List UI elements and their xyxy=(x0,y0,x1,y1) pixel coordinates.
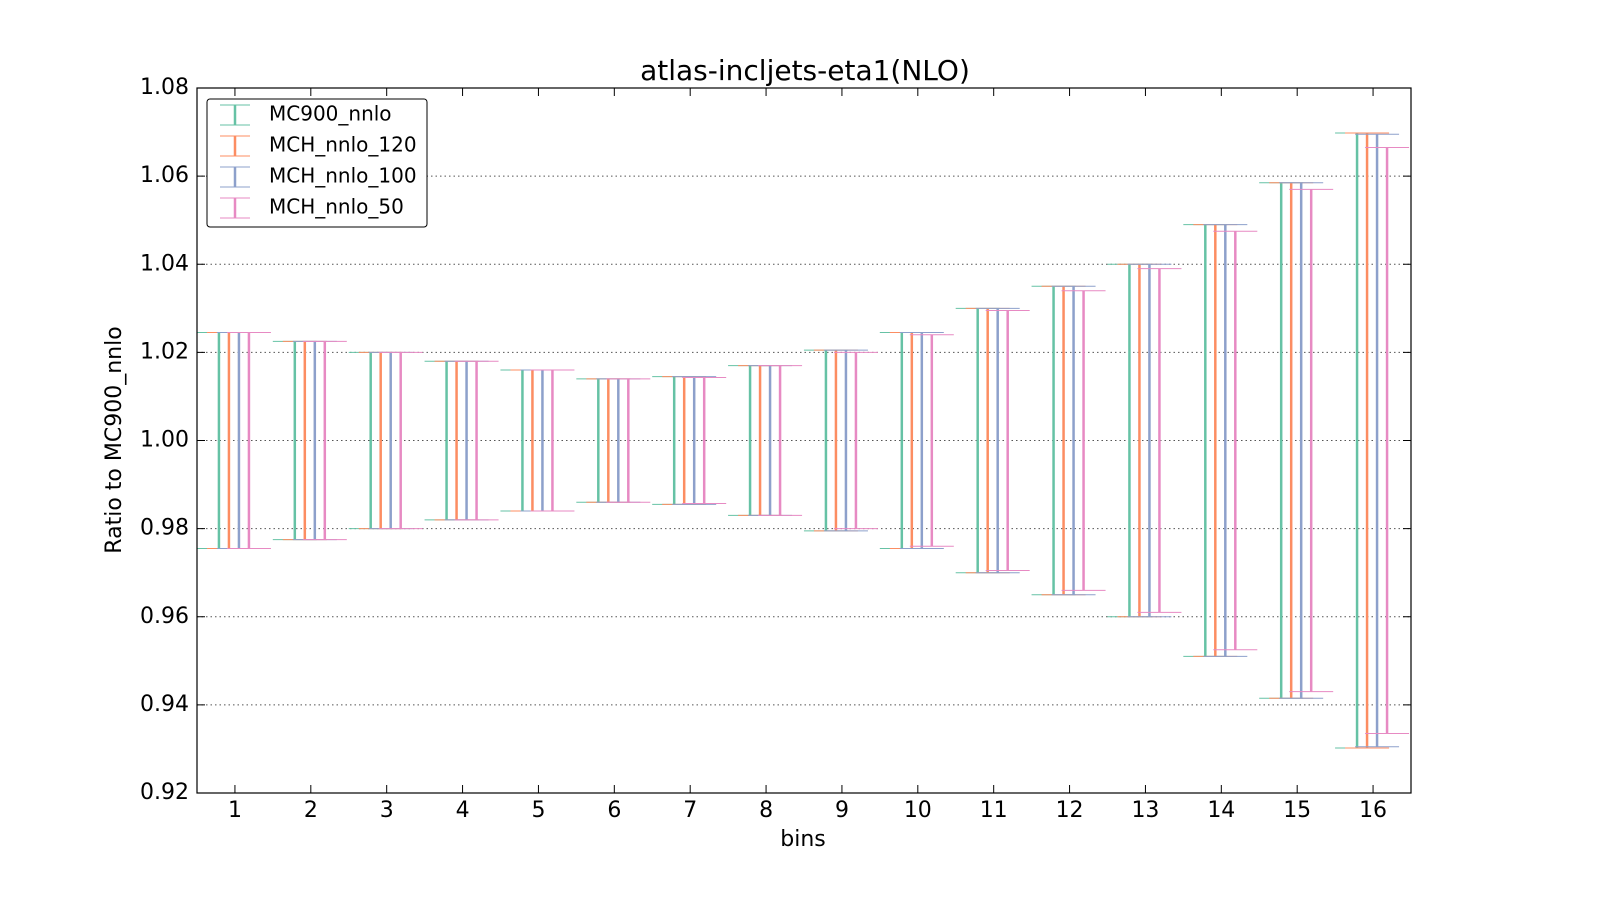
x-tick-label: 6 xyxy=(607,798,621,823)
x-tick-label: 10 xyxy=(904,798,932,823)
legend-label: MCH_nnlo_120 xyxy=(269,133,417,157)
y-tick-label: 1.00 xyxy=(140,428,189,453)
y-tick-label: 1.02 xyxy=(140,339,189,364)
legend-box xyxy=(206,98,428,228)
x-tick-label: 4 xyxy=(456,798,470,823)
legend-label: MC900_nnlo xyxy=(269,102,392,126)
x-tick-label: 9 xyxy=(835,798,849,823)
y-tick-label: 0.96 xyxy=(140,604,189,629)
y-tick-label: 1.04 xyxy=(140,251,189,276)
x-tick-label: 3 xyxy=(380,798,394,823)
x-tick-label: 15 xyxy=(1283,798,1311,823)
x-tick-label: 2 xyxy=(304,798,318,823)
x-tick-label: 5 xyxy=(531,798,545,823)
x-tick-label: 1 xyxy=(228,798,242,823)
y-tick-label: 1.06 xyxy=(140,163,189,188)
x-axis-label: bins xyxy=(780,827,825,852)
legend-label: MCH_nnlo_100 xyxy=(269,164,417,188)
y-tick-label: 1.08 xyxy=(140,75,189,100)
plot-frame xyxy=(196,87,1412,794)
x-tick-label: 7 xyxy=(683,798,697,823)
chart-title: atlas-incljets-eta1(NLO) xyxy=(640,54,970,87)
y-tick-label: 0.92 xyxy=(140,780,189,805)
y-tick-label: 0.98 xyxy=(140,516,189,541)
x-tick-label: 14 xyxy=(1207,798,1235,823)
x-tick-label: 13 xyxy=(1131,798,1159,823)
x-tick-label: 11 xyxy=(980,798,1008,823)
y-tick-label: 0.94 xyxy=(140,692,189,717)
legend-label: MCH_nnlo_50 xyxy=(269,195,404,219)
x-tick-label: 16 xyxy=(1359,798,1387,823)
x-tick-label: 8 xyxy=(759,798,773,823)
y-axis-label: Ratio to MC900_nnlo xyxy=(102,326,127,553)
x-tick-label: 12 xyxy=(1056,798,1084,823)
